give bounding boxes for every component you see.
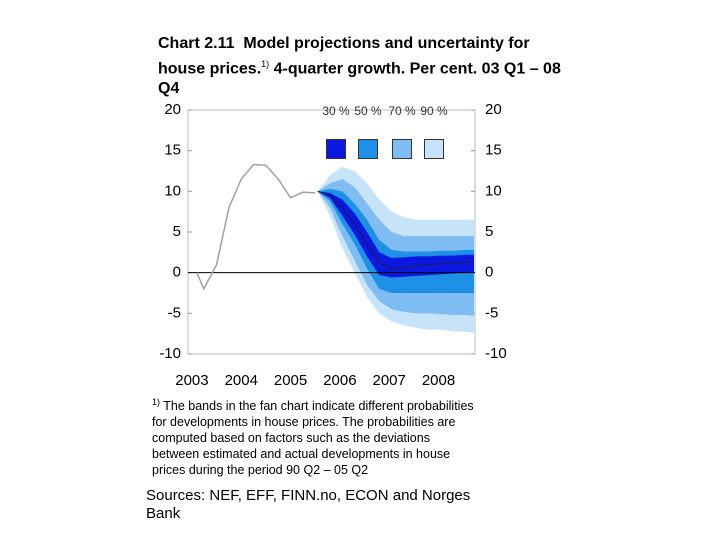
x-tick-label: 2003 — [175, 372, 208, 389]
y2-tick-label: -5 — [485, 304, 498, 321]
y-tick-label: 0 — [173, 264, 181, 281]
y-tick-label: 15 — [164, 142, 181, 159]
y-tick-label: -10 — [159, 345, 181, 362]
y-tick-label: 20 — [164, 101, 181, 118]
x-tick-label: 2004 — [225, 372, 258, 389]
footnote-text: The bands in the fan chart indicate diff… — [152, 399, 474, 478]
title-note: 1) — [261, 59, 270, 69]
source: Sources: NEF, EFF, FINN.no, ECON and Nor… — [146, 487, 471, 522]
footnote: 1) The bands in the fan chart indicate d… — [152, 394, 477, 478]
y2-tick-label: 15 — [485, 142, 502, 159]
y2-tick-label: -10 — [485, 345, 507, 362]
y-tick-label: -5 — [168, 304, 181, 321]
chart-label: Chart 2.11 — [158, 35, 235, 52]
x-tick-label: 2006 — [323, 372, 356, 389]
history-line — [196, 163, 316, 291]
x-tick-label: 2008 — [422, 372, 455, 389]
x-tick-label: 2007 — [373, 372, 406, 389]
legend-swatch — [358, 139, 378, 159]
y2-tick-label: 0 — [485, 264, 493, 281]
y2-tick-label: 5 — [485, 223, 493, 240]
y-tick-label: 5 — [173, 223, 181, 240]
title-text: Model projections and uncertainty for ho… — [158, 35, 530, 78]
legend-label: 70 % — [388, 104, 416, 118]
footnote-mark: 1) — [152, 397, 161, 407]
legend-swatch — [326, 139, 346, 159]
legend-label: 50 % — [354, 104, 382, 118]
fan-band — [317, 191, 475, 278]
y-tick-label: 10 — [164, 182, 181, 199]
legend-label: 90 % — [420, 104, 448, 118]
x-tick-label: 2005 — [274, 372, 307, 389]
legend-swatch — [392, 139, 412, 159]
projection-line — [317, 190, 475, 270]
legend-label: 30 % — [322, 104, 350, 118]
subtitle: 4-quarter growth. Per cent. 03 Q1 – 08 Q… — [158, 60, 561, 98]
chart-title: Chart 2.11 Model projections and uncerta… — [158, 34, 578, 99]
legend-swatch — [424, 139, 444, 159]
y2-tick-label: 10 — [485, 182, 502, 199]
y2-tick-label: 20 — [485, 101, 502, 118]
